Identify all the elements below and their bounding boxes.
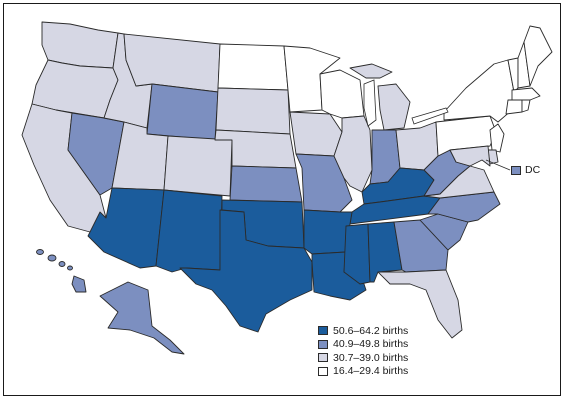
- state-iowa: [289, 111, 343, 157]
- dc-callout: DC: [511, 164, 540, 176]
- state-alaska: [99, 281, 185, 355]
- legend-swatch: [318, 366, 328, 376]
- lake-michigan: [363, 79, 377, 127]
- dc-swatch: [511, 165, 521, 175]
- state-new-jersey: [489, 123, 505, 153]
- legend-swatch: [318, 339, 328, 349]
- legend-row: 50.6–64.2 births: [318, 324, 408, 338]
- legend-row: 40.9–49.8 births: [318, 338, 408, 352]
- state-south-carolina: [419, 213, 469, 251]
- legend-row: 16.4–29.4 births: [318, 365, 408, 379]
- state-mississippi: [343, 223, 371, 285]
- state-rhode-island: [521, 99, 531, 113]
- state-colorado: [163, 135, 233, 197]
- map-legend: 50.6–64.2 births 40.9–49.8 births 30.7–3…: [318, 324, 408, 378]
- legend-label: 30.7–39.0 births: [333, 351, 409, 364]
- state-maine: [523, 25, 553, 87]
- state-florida: [377, 269, 463, 339]
- map-frame: [3, 3, 561, 396]
- state-maryland: [449, 145, 491, 167]
- legend-label: 16.4–29.4 births: [333, 365, 409, 378]
- state-new-mexico: [155, 189, 223, 273]
- dc-leader-line: [485, 159, 511, 171]
- state-texas: [179, 209, 313, 333]
- state-montana: [123, 33, 221, 93]
- state-massachusetts: [511, 87, 541, 101]
- legend-swatch: [318, 326, 328, 336]
- state-new-york: [443, 59, 515, 123]
- state-wisconsin: [319, 69, 365, 119]
- state-kansas: [229, 165, 303, 203]
- state-north-dakota: [217, 43, 289, 91]
- legend-label: 40.9–49.8 births: [333, 338, 409, 351]
- state-connecticut: [505, 99, 523, 115]
- state-wyoming: [146, 83, 219, 141]
- dc-label: DC: [525, 164, 541, 176]
- state-hawaii: [36, 249, 87, 293]
- legend-row: 30.7–39.0 births: [318, 351, 408, 365]
- legend-swatch: [318, 353, 328, 363]
- lake-erie: [411, 107, 449, 125]
- state-michigan: [349, 63, 411, 131]
- legend-label: 50.6–64.2 births: [333, 324, 409, 337]
- state-south-dakota: [215, 87, 291, 135]
